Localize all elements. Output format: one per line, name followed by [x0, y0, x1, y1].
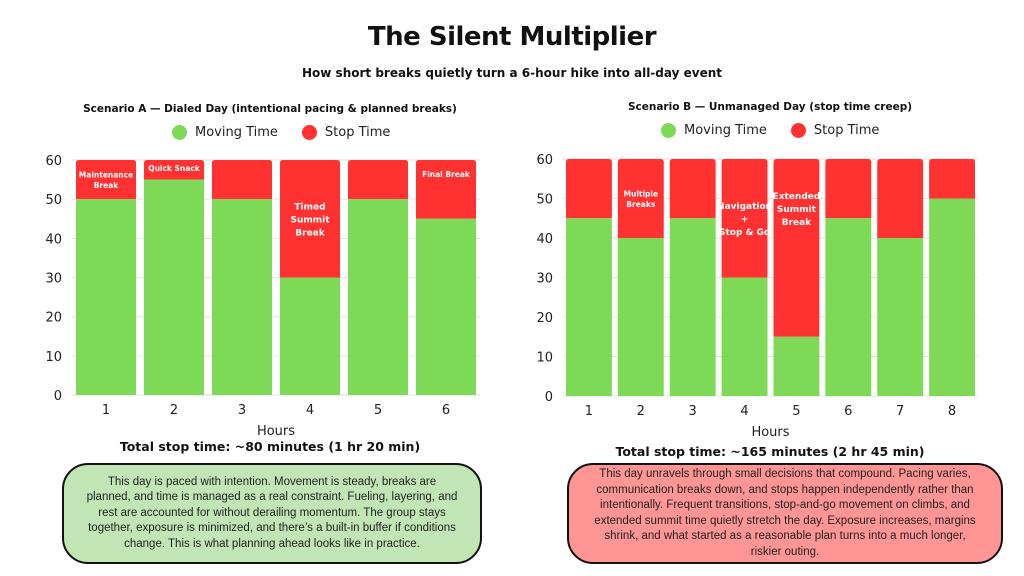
bar-stop-time-hour-1	[76, 160, 136, 200]
bar-stop-time-hour-2	[617, 159, 664, 238]
page-title: The Silent Multiplier	[367, 22, 657, 52]
y-tick-label: 0	[54, 389, 62, 404]
x-tick-label: 2	[637, 404, 645, 419]
legend-label-stop: Stop Time	[324, 125, 391, 140]
legend-swatch-stop	[301, 125, 317, 140]
x-tick-label: 6	[844, 404, 852, 419]
bar-stop-time-hour-6	[416, 160, 476, 219]
bar-stop-time-hour-7	[877, 159, 924, 238]
bar-annotation: Navigation	[717, 202, 772, 212]
y-tick-label: 40	[45, 232, 62, 247]
x-tick-label: 5	[374, 403, 382, 418]
x-tick-label: 3	[689, 404, 697, 419]
y-tick-label: 0	[545, 390, 553, 405]
x-tick-label: 7	[896, 404, 904, 419]
bar-stop-time-hour-5	[773, 159, 820, 337]
y-tick-label: 50	[536, 193, 553, 208]
x-tick-label: 8	[948, 404, 956, 419]
bar-stop-time-hour-4	[721, 159, 768, 278]
x-tick-label: 4	[740, 404, 748, 419]
chart-b-legend: Moving Time Stop Time	[661, 123, 903, 138]
x-tick-label: 5	[792, 404, 800, 419]
bar-annotation: Maintenance	[79, 170, 133, 179]
bar-stop-time-hour-5	[348, 160, 408, 200]
bar-annotation: Quick Snack	[148, 164, 201, 173]
bar-annotation: Break	[295, 229, 325, 239]
bar-moving-time-hour-3	[212, 199, 272, 395]
y-tick-label: 40	[536, 232, 553, 247]
y-tick-label: 10	[536, 351, 553, 366]
y-tick-label: 60	[536, 153, 553, 168]
page-subtitle: How short breaks quietly turn a 6-hour h…	[302, 66, 722, 80]
bar-annotation: +	[741, 215, 749, 225]
scenario-a-summary-text: This day is paced with intention. Moveme…	[86, 475, 458, 550]
bar-stop-time-hour-8	[929, 159, 975, 199]
chart-b-total-stop-time: Total stop time: ~165 minutes (2 hr 45 m…	[615, 444, 925, 459]
bar-annotation: Summit	[777, 205, 817, 215]
x-axis-label: Hours	[751, 425, 789, 440]
bar-moving-time-hour-4	[721, 277, 768, 396]
y-tick-label: 10	[45, 350, 62, 365]
legend-item-moving: Moving Time	[172, 125, 278, 140]
x-tick-label: 1	[585, 404, 593, 419]
y-tick-label: 20	[45, 311, 62, 326]
bar-annotation: Final Break	[422, 170, 471, 179]
bar-moving-time-hour-6	[416, 218, 476, 395]
y-tick-label: 20	[536, 311, 553, 326]
legend-label-moving: Moving Time	[195, 125, 278, 140]
bar-stop-time-hour-3	[212, 160, 272, 200]
bar-moving-time-hour-8	[929, 198, 975, 396]
legend-item-stop: Stop Time	[301, 125, 391, 140]
x-tick-label: 2	[170, 403, 178, 418]
bar-stop-time-hour-1	[566, 159, 612, 219]
y-tick-label: 60	[45, 154, 62, 169]
bar-moving-time-hour-7	[877, 238, 924, 396]
x-tick-label: 6	[442, 403, 450, 418]
y-tick-label: 30	[536, 272, 553, 287]
bar-moving-time-hour-1	[76, 199, 136, 395]
chart-a-legend: Moving Time Stop Time	[172, 125, 414, 140]
legend-item-stop: Stop Time	[790, 123, 880, 138]
bar-moving-time-hour-3	[669, 218, 716, 396]
bar-annotation: Extended	[773, 192, 821, 202]
bar-moving-time-hour-2	[617, 238, 664, 396]
x-tick-label: 1	[102, 403, 110, 418]
legend-swatch-moving	[172, 125, 187, 140]
bar-annotation: Timed	[294, 203, 325, 213]
x-axis-label: Hours	[257, 424, 295, 439]
y-tick-label: 30	[45, 272, 62, 287]
bar-annotation: Break	[782, 218, 812, 228]
bar-stop-time-hour-4	[280, 160, 340, 278]
legend-label-moving: Moving Time	[684, 123, 767, 138]
y-tick-label: 50	[45, 193, 62, 208]
legend-swatch-moving	[661, 123, 676, 138]
bar-moving-time-hour-5	[773, 336, 820, 396]
bar-annotation: Break	[94, 181, 120, 190]
bar-moving-time-hour-4	[280, 277, 340, 395]
bar-stop-time-hour-3	[669, 159, 716, 219]
chart-a-title: Scenario A — Dialed Day (intentional pac…	[83, 103, 457, 115]
bar-moving-time-hour-5	[348, 199, 408, 395]
bar-stop-time-hour-2	[144, 160, 204, 180]
bar-moving-time-hour-2	[144, 179, 204, 395]
x-tick-label: 3	[238, 403, 246, 418]
bar-moving-time-hour-6	[825, 218, 872, 396]
scenario-b-summary: This day unravels through small decision…	[567, 463, 1003, 564]
legend-label-stop: Stop Time	[813, 123, 880, 138]
bar-moving-time-hour-1	[566, 218, 612, 396]
bar-stop-time-hour-6	[825, 159, 872, 219]
bar-annotation: Breaks	[626, 200, 656, 209]
chart-a-total-stop-time: Total stop time: ~80 minutes (1 hr 20 mi…	[119, 439, 421, 454]
chart-b-title: Scenario B — Unmanaged Day (stop time cr…	[627, 101, 913, 113]
legend-swatch-stop	[790, 123, 806, 138]
legend-item-moving: Moving Time	[661, 123, 767, 138]
scenario-a-summary: This day is paced with intention. Moveme…	[62, 463, 482, 564]
bar-annotation: Summit	[290, 216, 330, 226]
scenario-b-summary-text: This day unravels through small decision…	[594, 468, 976, 558]
x-tick-label: 4	[306, 403, 314, 418]
bar-annotation: Stop & Go	[719, 228, 770, 238]
bar-annotation: Multiple	[624, 189, 659, 198]
